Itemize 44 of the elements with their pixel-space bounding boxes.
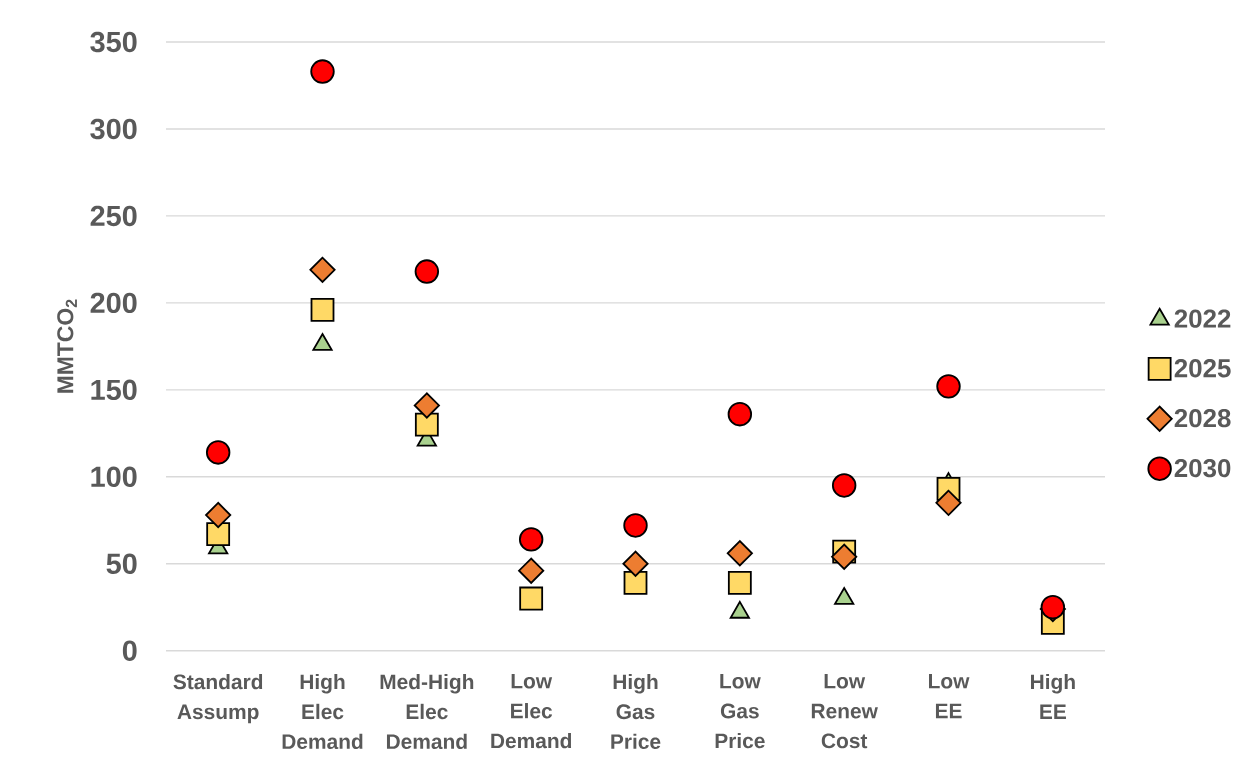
point xyxy=(310,297,335,322)
y-tick-label: 50 xyxy=(106,553,137,574)
legend-label: 2025 xyxy=(1174,359,1231,378)
point xyxy=(309,256,336,283)
point xyxy=(727,570,752,595)
y-tick-label: 0 xyxy=(122,640,137,661)
y-tick-label: 100 xyxy=(91,466,137,488)
x-tick-label: Low Renew Cost xyxy=(811,673,878,749)
point xyxy=(206,522,231,547)
x-tick-label: High EE xyxy=(1031,673,1075,719)
x-tick-label: Low Elec Demand xyxy=(491,673,572,749)
x-tick-label: Med-High Elec Demand xyxy=(380,673,474,750)
y-tick-label: 200 xyxy=(90,292,137,314)
point xyxy=(727,401,753,427)
point xyxy=(414,259,440,284)
point xyxy=(519,586,544,611)
point xyxy=(831,473,857,498)
y-tick-label: 350 xyxy=(90,31,137,53)
point xyxy=(623,570,648,595)
y-axis-title: MMTCO$_{2}$ xyxy=(57,299,77,393)
point xyxy=(310,59,335,84)
point xyxy=(935,489,962,516)
point xyxy=(623,513,648,538)
point xyxy=(413,392,440,419)
y-tick-label: 300 xyxy=(90,118,137,140)
point xyxy=(205,501,232,529)
point xyxy=(518,527,544,552)
legend-label: 2022 xyxy=(1174,309,1231,328)
point xyxy=(414,412,439,437)
y-tick-label: 150 xyxy=(91,379,137,401)
point xyxy=(936,374,961,399)
y-tick-label: 250 xyxy=(90,205,137,227)
point xyxy=(726,540,753,567)
x-tick-label: High Gas Price xyxy=(611,673,661,750)
point xyxy=(205,440,231,465)
x-tick-label: Low EE xyxy=(929,673,970,719)
legend-label: 2030 xyxy=(1174,458,1231,478)
point xyxy=(831,543,858,570)
x-tick-label: Low Gas Price xyxy=(715,673,765,749)
point xyxy=(622,550,649,577)
x-tick-label: High Elec Demand xyxy=(282,673,363,750)
legend-label: 2028 xyxy=(1174,408,1231,428)
x-tick-label: Standard Assump xyxy=(173,673,263,724)
point xyxy=(518,557,545,584)
